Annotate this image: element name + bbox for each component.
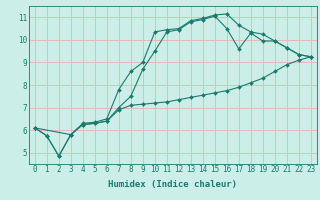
X-axis label: Humidex (Indice chaleur): Humidex (Indice chaleur) bbox=[108, 180, 237, 189]
